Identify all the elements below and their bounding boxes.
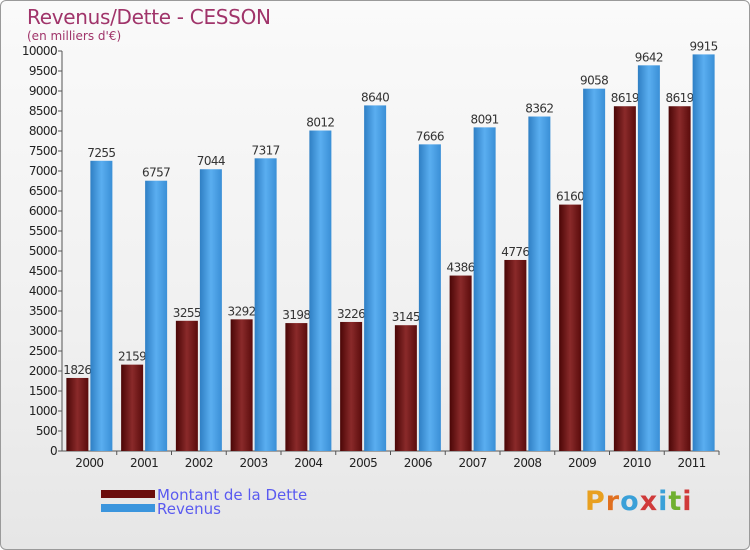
x-tick-label: 2002 <box>185 456 213 470</box>
x-tick-label: 2004 <box>294 456 322 470</box>
debt-bar <box>613 106 636 452</box>
revenue-value-label: 8640 <box>361 90 389 104</box>
y-tick-label: 2000 <box>29 364 57 378</box>
legend-label-revenue: Revenus <box>157 500 221 518</box>
revenue-value-label: 7044 <box>197 154 225 168</box>
y-tick-label: 0 <box>50 444 57 458</box>
revenue-bar <box>637 65 660 451</box>
debt-value-label: 3255 <box>173 306 201 320</box>
revenue-bar <box>254 158 277 451</box>
debt-value-label: 8619 <box>666 91 694 105</box>
debt-bar <box>230 319 253 451</box>
debt-bar <box>175 320 198 451</box>
revenue-bar <box>473 127 496 452</box>
legend-swatch-revenue <box>101 504 155 512</box>
y-tick-label: 5500 <box>29 224 57 238</box>
debt-value-label: 2159 <box>118 350 146 364</box>
revenue-value-label: 7666 <box>416 129 444 143</box>
y-tick-label: 9500 <box>29 64 57 78</box>
y-tick-label: 3000 <box>29 324 57 338</box>
y-tick-label: 8000 <box>29 124 57 138</box>
chart-title: Revenus/Dette - CESSON <box>27 5 271 29</box>
revenue-value-label: 9915 <box>690 39 718 53</box>
revenue-bar <box>309 130 332 451</box>
debt-value-label: 3198 <box>282 308 310 322</box>
revenue-value-label: 9642 <box>635 50 663 64</box>
revenue-bar <box>145 180 168 451</box>
debt-value-label: 8619 <box>611 91 639 105</box>
revenue-bar <box>418 144 441 452</box>
debt-bar <box>668 106 691 452</box>
y-tick-label: 1500 <box>29 384 57 398</box>
x-tick-label: 2005 <box>349 456 377 470</box>
x-tick-label: 2008 <box>513 456 541 470</box>
debt-bar <box>285 323 308 451</box>
debt-value-label: 3292 <box>228 304 256 318</box>
y-tick-label: 6000 <box>29 204 57 218</box>
revenue-value-label: 9058 <box>580 74 608 88</box>
x-tick-label: 2011 <box>678 456 706 470</box>
revenue-value-label: 7255 <box>87 146 115 160</box>
debt-bar <box>559 204 582 451</box>
y-tick-label: 6500 <box>29 184 57 198</box>
debt-bar <box>394 325 417 451</box>
debt-value-label: 3145 <box>392 310 420 324</box>
revenue-value-label: 8362 <box>525 102 553 116</box>
revenue-bar <box>528 116 551 452</box>
y-tick-label: 500 <box>36 424 57 438</box>
debt-bar <box>340 321 363 451</box>
y-tick-label: 7000 <box>29 164 57 178</box>
debt-value-label: 1826 <box>63 363 91 377</box>
debt-bar <box>121 364 144 451</box>
x-tick-label: 2007 <box>459 456 487 470</box>
revenue-bar <box>364 105 387 452</box>
y-tick-label: 2500 <box>29 344 57 358</box>
y-tick-label: 3500 <box>29 304 57 318</box>
debt-value-label: 6160 <box>556 190 584 204</box>
y-tick-label: 1000 <box>29 404 57 418</box>
x-tick-label: 2003 <box>240 456 268 470</box>
revenue-bar <box>692 54 715 452</box>
revenue-value-label: 6757 <box>142 166 170 180</box>
revenue-value-label: 7317 <box>252 143 280 157</box>
y-tick-label: 8500 <box>29 104 57 118</box>
y-tick-label: 4000 <box>29 284 57 298</box>
x-tick-label: 2009 <box>568 456 596 470</box>
legend-label-debt: Montant de la Dette <box>157 486 308 504</box>
y-tick-label: 5000 <box>29 244 57 258</box>
debt-bar <box>504 259 527 451</box>
revenue-bar <box>583 88 606 452</box>
debt-value-label: 3226 <box>337 307 365 321</box>
revenue-value-label: 8091 <box>471 112 499 126</box>
revenue-bar <box>90 160 113 452</box>
x-tick-label: 2001 <box>130 456 158 470</box>
debt-value-label: 4386 <box>447 261 475 275</box>
y-tick-label: 4500 <box>29 264 57 278</box>
y-tick-label: 10000 <box>22 44 57 58</box>
debt-bar <box>66 377 89 451</box>
revenue-bar <box>199 169 222 452</box>
x-tick-label: 2000 <box>75 456 103 470</box>
y-tick-label: 9000 <box>29 84 57 98</box>
legend-swatch-debt <box>101 490 155 498</box>
x-tick-label: 2010 <box>623 456 651 470</box>
debt-bar <box>449 275 472 451</box>
x-tick-label: 2006 <box>404 456 432 470</box>
y-tick-label: 7500 <box>29 144 57 158</box>
chart-subtitle: (en milliers d'€) <box>27 29 122 43</box>
proxiti-logo: Proxiti <box>585 486 693 517</box>
debt-value-label: 4776 <box>501 245 529 259</box>
revenue-value-label: 8012 <box>306 116 334 130</box>
